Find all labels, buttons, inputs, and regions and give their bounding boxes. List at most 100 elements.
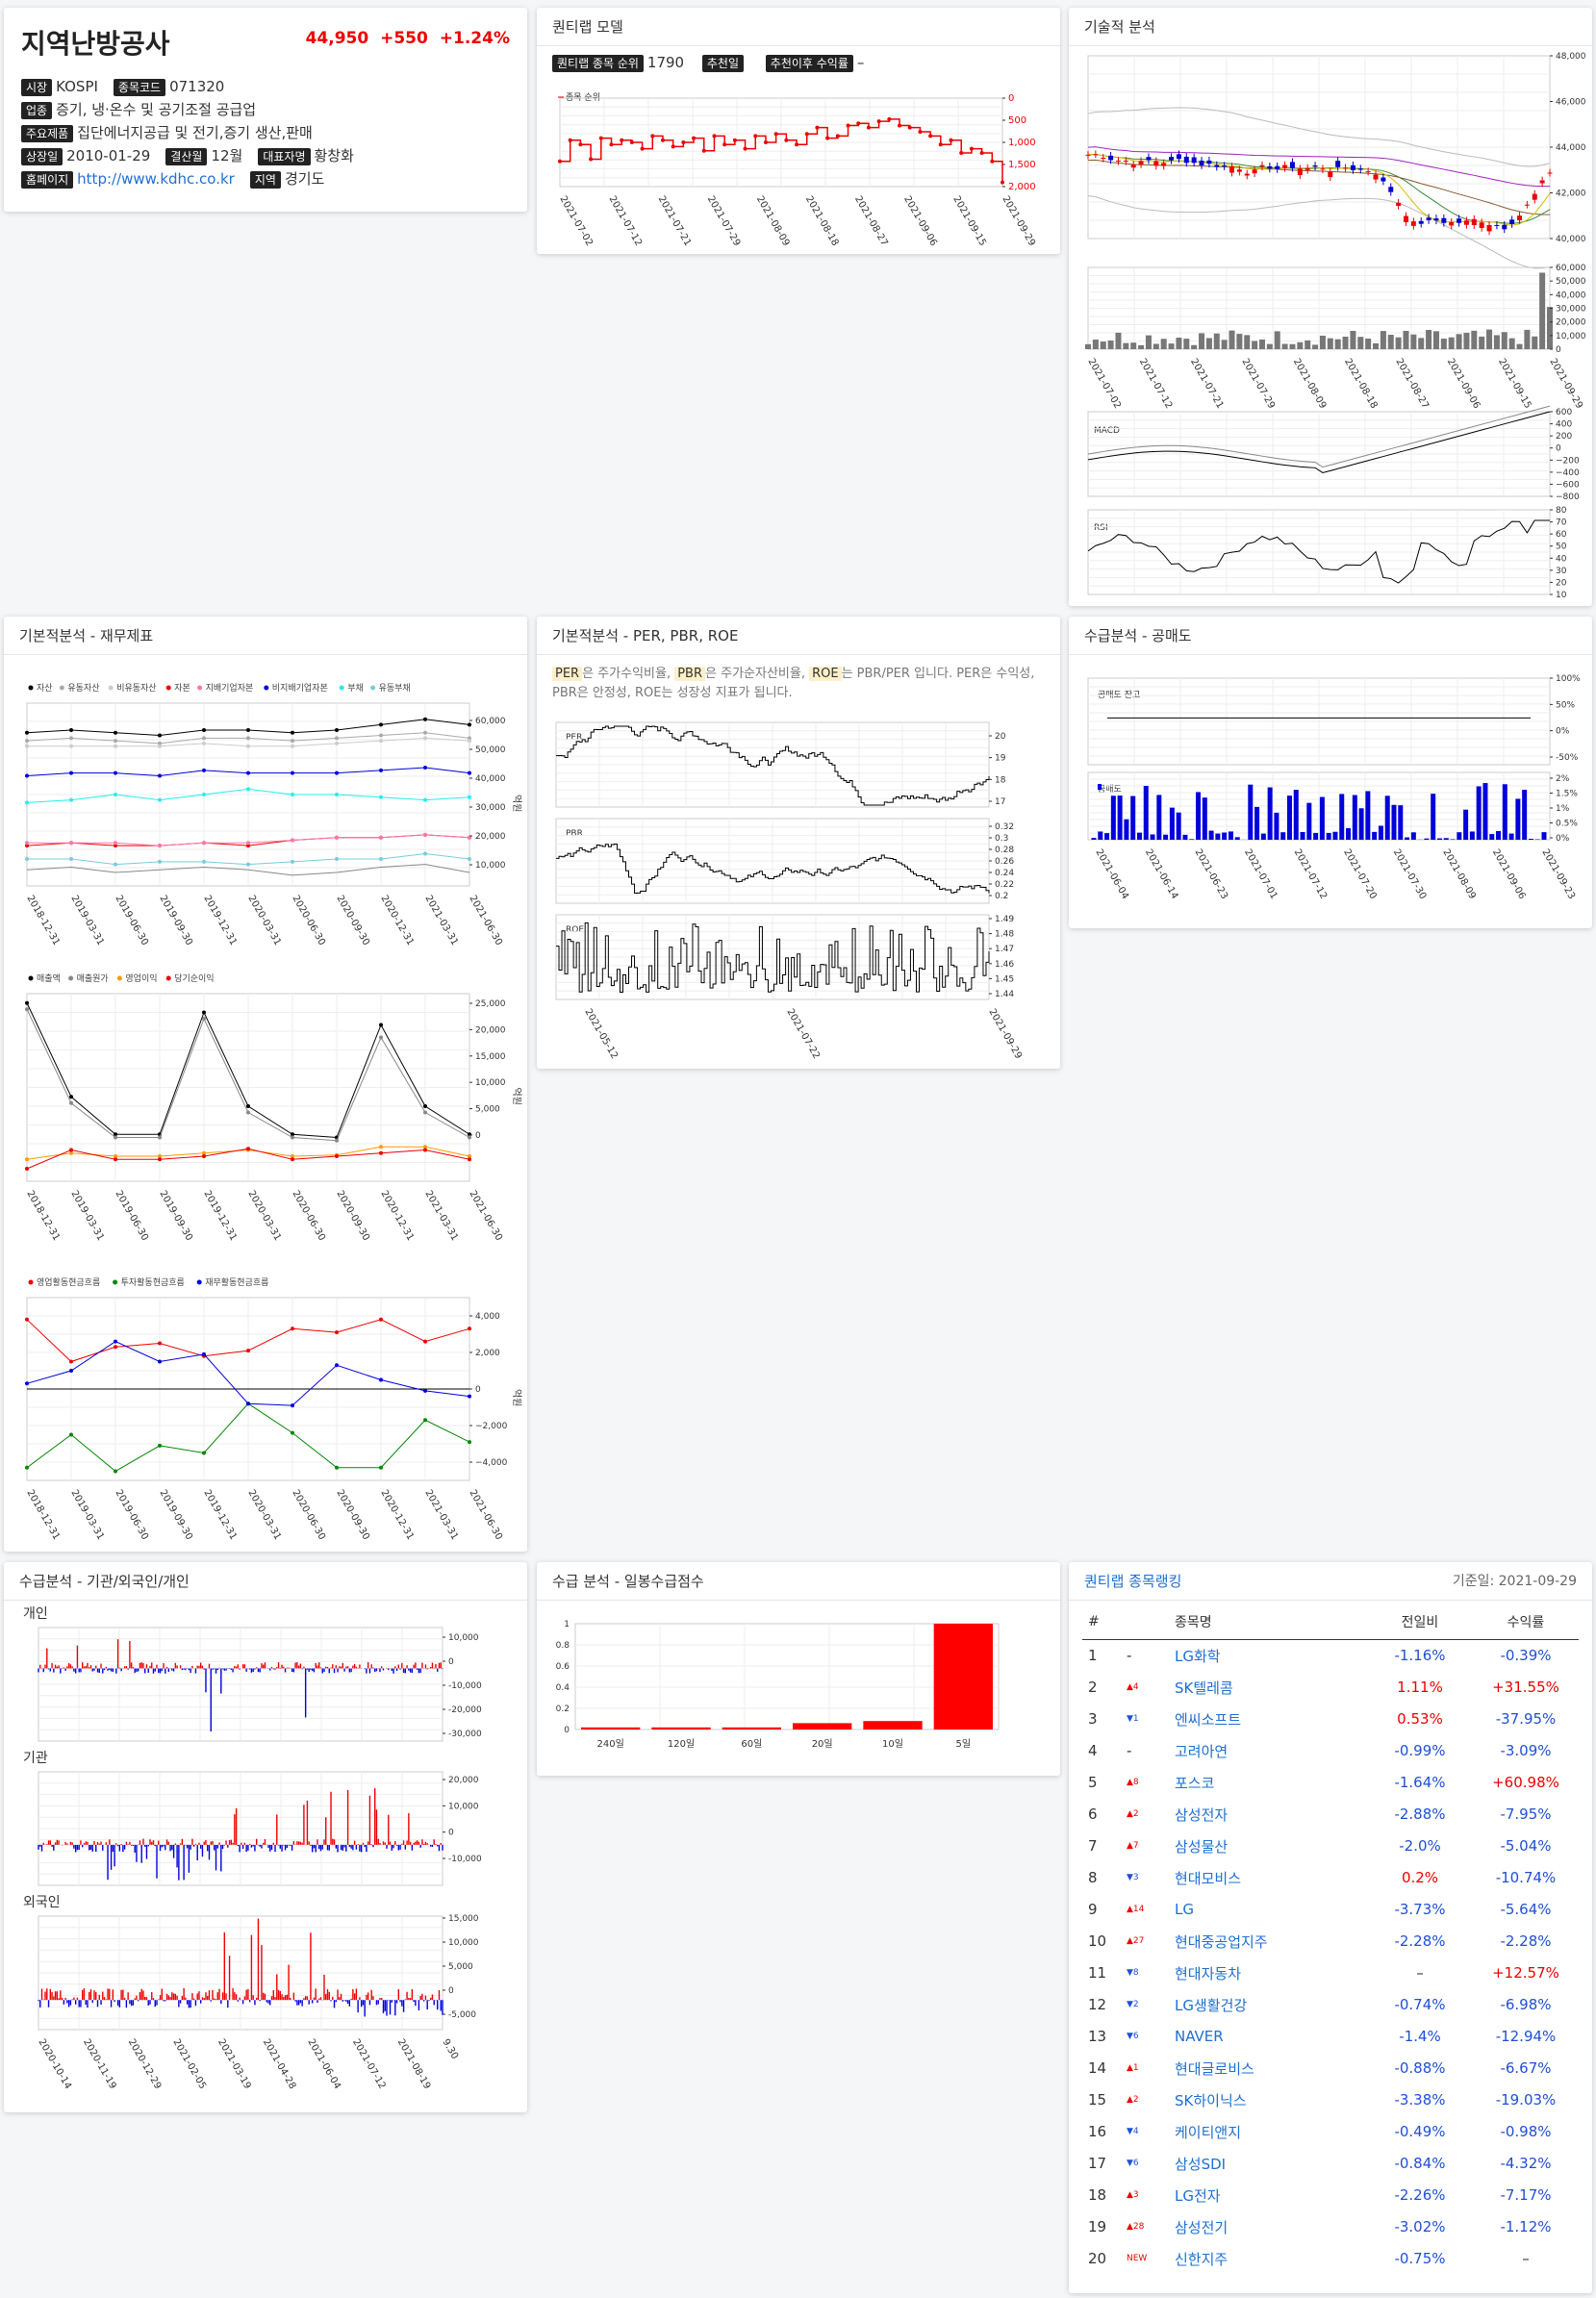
stock-name-link[interactable]: 현대중공업지주 (1175, 1932, 1268, 1951)
ranking-row[interactable]: 11 ▼8 현대자동차 – +12.57% (1082, 1957, 1579, 1989)
short-bar (1482, 783, 1488, 840)
ranking-row[interactable]: 4 - 고려아연 -0.99% -3.09% (1082, 1735, 1579, 1767)
data-point (291, 1430, 294, 1435)
macd-label: MACD (1094, 426, 1120, 436)
x-tick-label: 2021-08-18 (1342, 357, 1380, 411)
x-tick-label: 2021-08-09 (754, 194, 792, 248)
stock-name-link[interactable]: 포스코 (1175, 1774, 1215, 1792)
homepage-link[interactable]: http://www.kdhc.co.kr (77, 170, 235, 188)
y-tick-label: 40,000 (1556, 290, 1586, 300)
data-point (423, 730, 427, 735)
ranking-row[interactable]: 18 ▲3 LG전자 -2.26% -7.17% (1082, 2180, 1579, 2211)
legend-swatch (28, 1279, 34, 1285)
x-tick-label: 2021-07-30 (1391, 847, 1429, 901)
ranking-row[interactable]: 13 ▼6 NAVER -1.4% -12.94% (1082, 2021, 1579, 2053)
stock-name-link[interactable]: NAVER (1175, 2028, 1224, 2045)
data-point (114, 739, 117, 744)
x-tick-label: 2021-09-06 (1490, 847, 1528, 901)
stock-name-link[interactable]: 삼성물산 (1175, 1837, 1229, 1856)
stock-name-link[interactable]: 엔씨소프트 (1175, 1710, 1242, 1729)
rank-point (918, 130, 923, 135)
stock-name-link[interactable]: LG전자 (1175, 2186, 1221, 2205)
short-bar (1319, 796, 1325, 840)
y-tick-label: 1.49 (995, 915, 1014, 924)
volume-bar (1258, 339, 1265, 349)
stock-name-link[interactable]: 현대글로비스 (1175, 2059, 1254, 2078)
stock-name-link[interactable]: 케이티앤지 (1175, 2123, 1242, 2141)
data-point (202, 1351, 206, 1356)
ranking-row[interactable]: 6 ▲2 삼성전자 -2.88% -7.95% (1082, 1799, 1579, 1831)
stock-name-link[interactable]: LG생활건강 (1175, 1996, 1248, 2014)
ranking-row[interactable]: 14 ▲1 현대글로비스 -0.88% -6.67% (1082, 2053, 1579, 2084)
short-bar (1469, 831, 1475, 840)
market-tag: 시장 (21, 78, 53, 96)
ranking-row[interactable]: 5 ▲8 포스코 -1.64% +60.98% (1082, 1767, 1579, 1799)
data-point (114, 744, 117, 748)
volume-bar (1493, 335, 1500, 349)
return-value: -6.67% (1500, 2059, 1552, 2077)
score-bar (722, 1727, 781, 1730)
rank-point (609, 142, 614, 147)
ranking-row[interactable]: 16 ▼4 케이티앤지 -0.49% -0.98% (1082, 2116, 1579, 2148)
ranking-row[interactable]: 9 ▲14 LG -3.73% -5.64% (1082, 1894, 1579, 1926)
stock-name-link[interactable]: SK하이닉스 (1175, 2091, 1247, 2109)
daily-change: -0.84% (1394, 2155, 1446, 2172)
per-description: PER 은 주가수익비율, PBR 은 주가순자산비율, ROE 는 PBR/PER … (552, 667, 1035, 700)
fiscal-tag: 결산월 (165, 147, 208, 165)
stock-name-link[interactable]: 신한지주 (1175, 2250, 1229, 2268)
y-tick-label: 1,000 (1008, 138, 1036, 148)
ranking-row[interactable]: 3 ▼1 엔씨소프트 0.53% -37.95% (1082, 1704, 1579, 1735)
ranking-row[interactable]: 20 NEW 신한지주 -0.75% – (1082, 2243, 1579, 2275)
stock-name-link[interactable]: LG (1175, 1901, 1194, 1918)
y-tick-label: 15,000 (475, 1052, 506, 1062)
roe-label: ROE (566, 925, 584, 935)
x-tick-label: 2021-07-01 (1242, 847, 1279, 901)
data-point (158, 859, 162, 864)
ranking-row[interactable]: 15 ▲2 SK하이닉스 -3.38% -19.03% (1082, 2084, 1579, 2116)
ranking-row[interactable]: 2 ▲4 SK텔레콤 1.11% +31.55% (1082, 1672, 1579, 1704)
data-point (246, 844, 250, 848)
stock-name-link[interactable]: 삼성SDI (1175, 2155, 1227, 2173)
ranking-row[interactable]: 12 ▼2 LG생활건강 -0.74% -6.98% (1082, 1989, 1579, 2021)
y-tick-label: 1,500 (1008, 160, 1036, 170)
stock-name-link[interactable]: SK텔레콤 (1175, 1679, 1233, 1697)
data-point (379, 1317, 383, 1322)
rank-point (640, 146, 645, 151)
stock-name-link[interactable]: 삼성전기 (1175, 2218, 1229, 2236)
y-tick-label: 30,000 (1556, 305, 1586, 315)
short-bar (1280, 832, 1286, 840)
data-point (291, 730, 294, 735)
rank-move: ▼3 (1127, 1873, 1139, 1882)
y-tick-label: 0.24 (995, 869, 1014, 878)
x-tick-label: 2021-06-14 (1143, 847, 1180, 901)
legend-label: 비지배기업자본 (272, 683, 328, 694)
ranking-row[interactable]: 7 ▲7 삼성물산 -2.0% -5.04% (1082, 1831, 1579, 1862)
y-tick-label: 30,000 (475, 803, 506, 813)
y-tick-label: 20,000 (475, 832, 506, 842)
ranking-row[interactable]: 17 ▼6 삼성SDI -0.84% -4.32% (1082, 2148, 1579, 2180)
data-point (423, 832, 427, 837)
stock-name-link[interactable]: 현대모비스 (1175, 1869, 1242, 1887)
data-point (202, 793, 206, 796)
rank-move: ▲27 (1127, 1936, 1145, 1946)
volume-bar (1289, 343, 1296, 349)
stock-name-link[interactable]: 현대자동차 (1175, 1964, 1242, 1982)
stock-name-link[interactable]: 삼성전자 (1175, 1806, 1229, 1824)
per-term: PER (552, 667, 583, 681)
rank-point (712, 134, 717, 139)
ranking-row[interactable]: 8 ▼3 현대모비스 0.2% -10.74% (1082, 1862, 1579, 1894)
region-tag: 지역 (249, 170, 281, 189)
short-bar (1286, 795, 1292, 840)
price-pct: +1.24% (439, 29, 510, 48)
company-card: 지역난방공사 44,950 +550 +1.24% 시장 KOSPI 종목코드 071… (4, 8, 527, 212)
rank-point (589, 157, 594, 162)
ranking-row[interactable]: 19 ▲28 삼성전기 -3.02% -1.12% (1082, 2211, 1579, 2243)
ranking-row[interactable]: 10 ▲27 현대중공업지주 -2.28% -2.28% (1082, 1926, 1579, 1957)
ranking-row[interactable]: 1 - LG화학 -1.16% -0.39% (1082, 1640, 1579, 1672)
rank-point (784, 138, 789, 142)
stock-name-link[interactable]: LG화학 (1175, 1647, 1221, 1665)
stock-name-link[interactable]: 고려아연 (1175, 1742, 1229, 1760)
short-bar (1450, 839, 1456, 840)
rank-move: ▼4 (1127, 2127, 1139, 2136)
y-tick-label: 0% (1556, 727, 1570, 737)
